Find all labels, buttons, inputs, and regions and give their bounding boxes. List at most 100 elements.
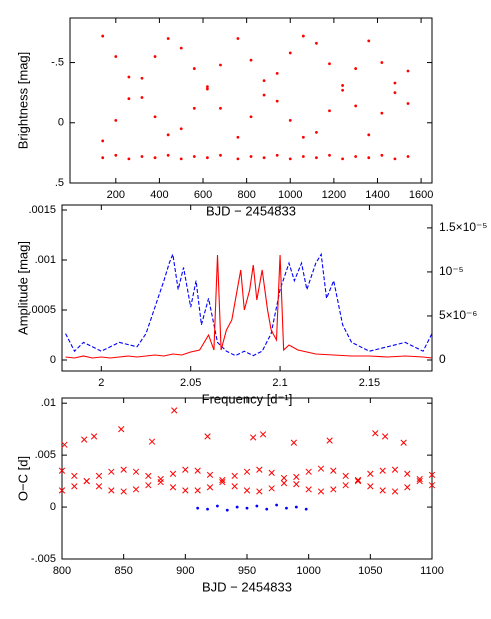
y2-tick-label: 5×10⁻⁶ — [439, 308, 477, 322]
point — [120, 466, 127, 473]
point — [406, 69, 410, 73]
point — [275, 153, 279, 157]
point — [243, 468, 251, 475]
point — [275, 503, 278, 507]
point — [205, 85, 209, 89]
point — [288, 118, 292, 122]
point — [245, 506, 249, 510]
point — [132, 486, 140, 493]
y2-tick-label: 0 — [439, 352, 446, 366]
point — [259, 431, 267, 438]
point — [205, 87, 209, 91]
x-tick-label: 1100 — [420, 565, 444, 577]
point — [225, 508, 229, 512]
point — [81, 436, 88, 443]
point — [328, 153, 331, 157]
y-axis-label: O−C [d] — [15, 456, 30, 501]
y-tick-label: -.005 — [31, 553, 56, 565]
point — [354, 477, 362, 485]
point — [404, 484, 411, 491]
point — [127, 157, 131, 161]
point — [101, 34, 105, 38]
y-axis-label: Amplitude [mag] — [15, 241, 30, 335]
y-tick-label: .005 — [35, 449, 56, 461]
point — [290, 439, 298, 446]
point — [83, 477, 90, 485]
y2-tick-label: 10⁻⁵ — [439, 264, 464, 278]
point — [268, 469, 275, 476]
point — [132, 468, 140, 475]
point — [148, 438, 156, 445]
point — [288, 157, 292, 161]
point — [196, 506, 200, 510]
x-tick-label: 2.15 — [359, 377, 380, 389]
point — [288, 51, 292, 55]
point — [315, 156, 318, 160]
y-tick-label: .5 — [55, 177, 64, 189]
y2-tick-label: 1.5×10⁻⁵ — [439, 220, 487, 234]
point — [71, 483, 78, 490]
point — [280, 480, 288, 487]
point — [61, 441, 68, 448]
x-tick-label: 1000 — [278, 189, 302, 201]
point — [179, 127, 183, 131]
point — [236, 157, 240, 161]
y-tick-label: -.5 — [51, 56, 64, 68]
point — [380, 61, 384, 64]
y-tick-label: .001 — [35, 254, 56, 266]
y-axis-label: Brightness [mag] — [15, 52, 30, 150]
point — [341, 88, 344, 92]
point — [166, 153, 170, 157]
point — [127, 75, 131, 79]
y-tick-label: 0 — [50, 354, 56, 366]
x-tick-label: 800 — [237, 189, 255, 201]
point — [219, 153, 222, 157]
point — [169, 470, 177, 477]
x-tick-label: 600 — [194, 189, 212, 201]
point — [293, 481, 300, 488]
point — [194, 487, 201, 494]
point — [341, 157, 344, 161]
point — [182, 487, 189, 494]
point — [400, 439, 407, 446]
point — [379, 487, 386, 494]
point — [256, 466, 263, 473]
point — [114, 55, 118, 58]
x-tick-label: 1050 — [358, 565, 382, 577]
point — [416, 475, 423, 483]
x-axis-label: BJD − 2454833 — [206, 203, 296, 218]
point — [428, 482, 436, 489]
point — [293, 473, 300, 481]
point — [95, 483, 103, 490]
x-tick-label: 2.1 — [272, 377, 287, 389]
point — [179, 157, 183, 161]
point — [330, 486, 337, 493]
x-tick-label: 2 — [98, 377, 104, 389]
point — [114, 153, 118, 157]
point — [101, 156, 105, 160]
point — [255, 504, 259, 508]
point — [204, 433, 211, 440]
point — [262, 156, 266, 160]
point — [354, 476, 362, 484]
point — [406, 102, 410, 105]
point — [231, 483, 238, 490]
point — [118, 426, 125, 433]
point — [192, 155, 196, 158]
x-tick-label: 1600 — [409, 189, 433, 201]
point — [328, 62, 331, 66]
point — [315, 41, 318, 45]
point — [182, 466, 189, 473]
point — [315, 131, 318, 134]
point — [140, 76, 144, 80]
x-tick-label: 1000 — [296, 565, 320, 577]
point — [317, 488, 325, 495]
point — [330, 467, 337, 474]
point — [108, 487, 115, 494]
point — [169, 484, 177, 491]
y-tick-label: .01 — [41, 397, 56, 409]
point — [236, 37, 240, 40]
point — [101, 139, 105, 143]
x-tick-label: 850 — [114, 565, 132, 577]
